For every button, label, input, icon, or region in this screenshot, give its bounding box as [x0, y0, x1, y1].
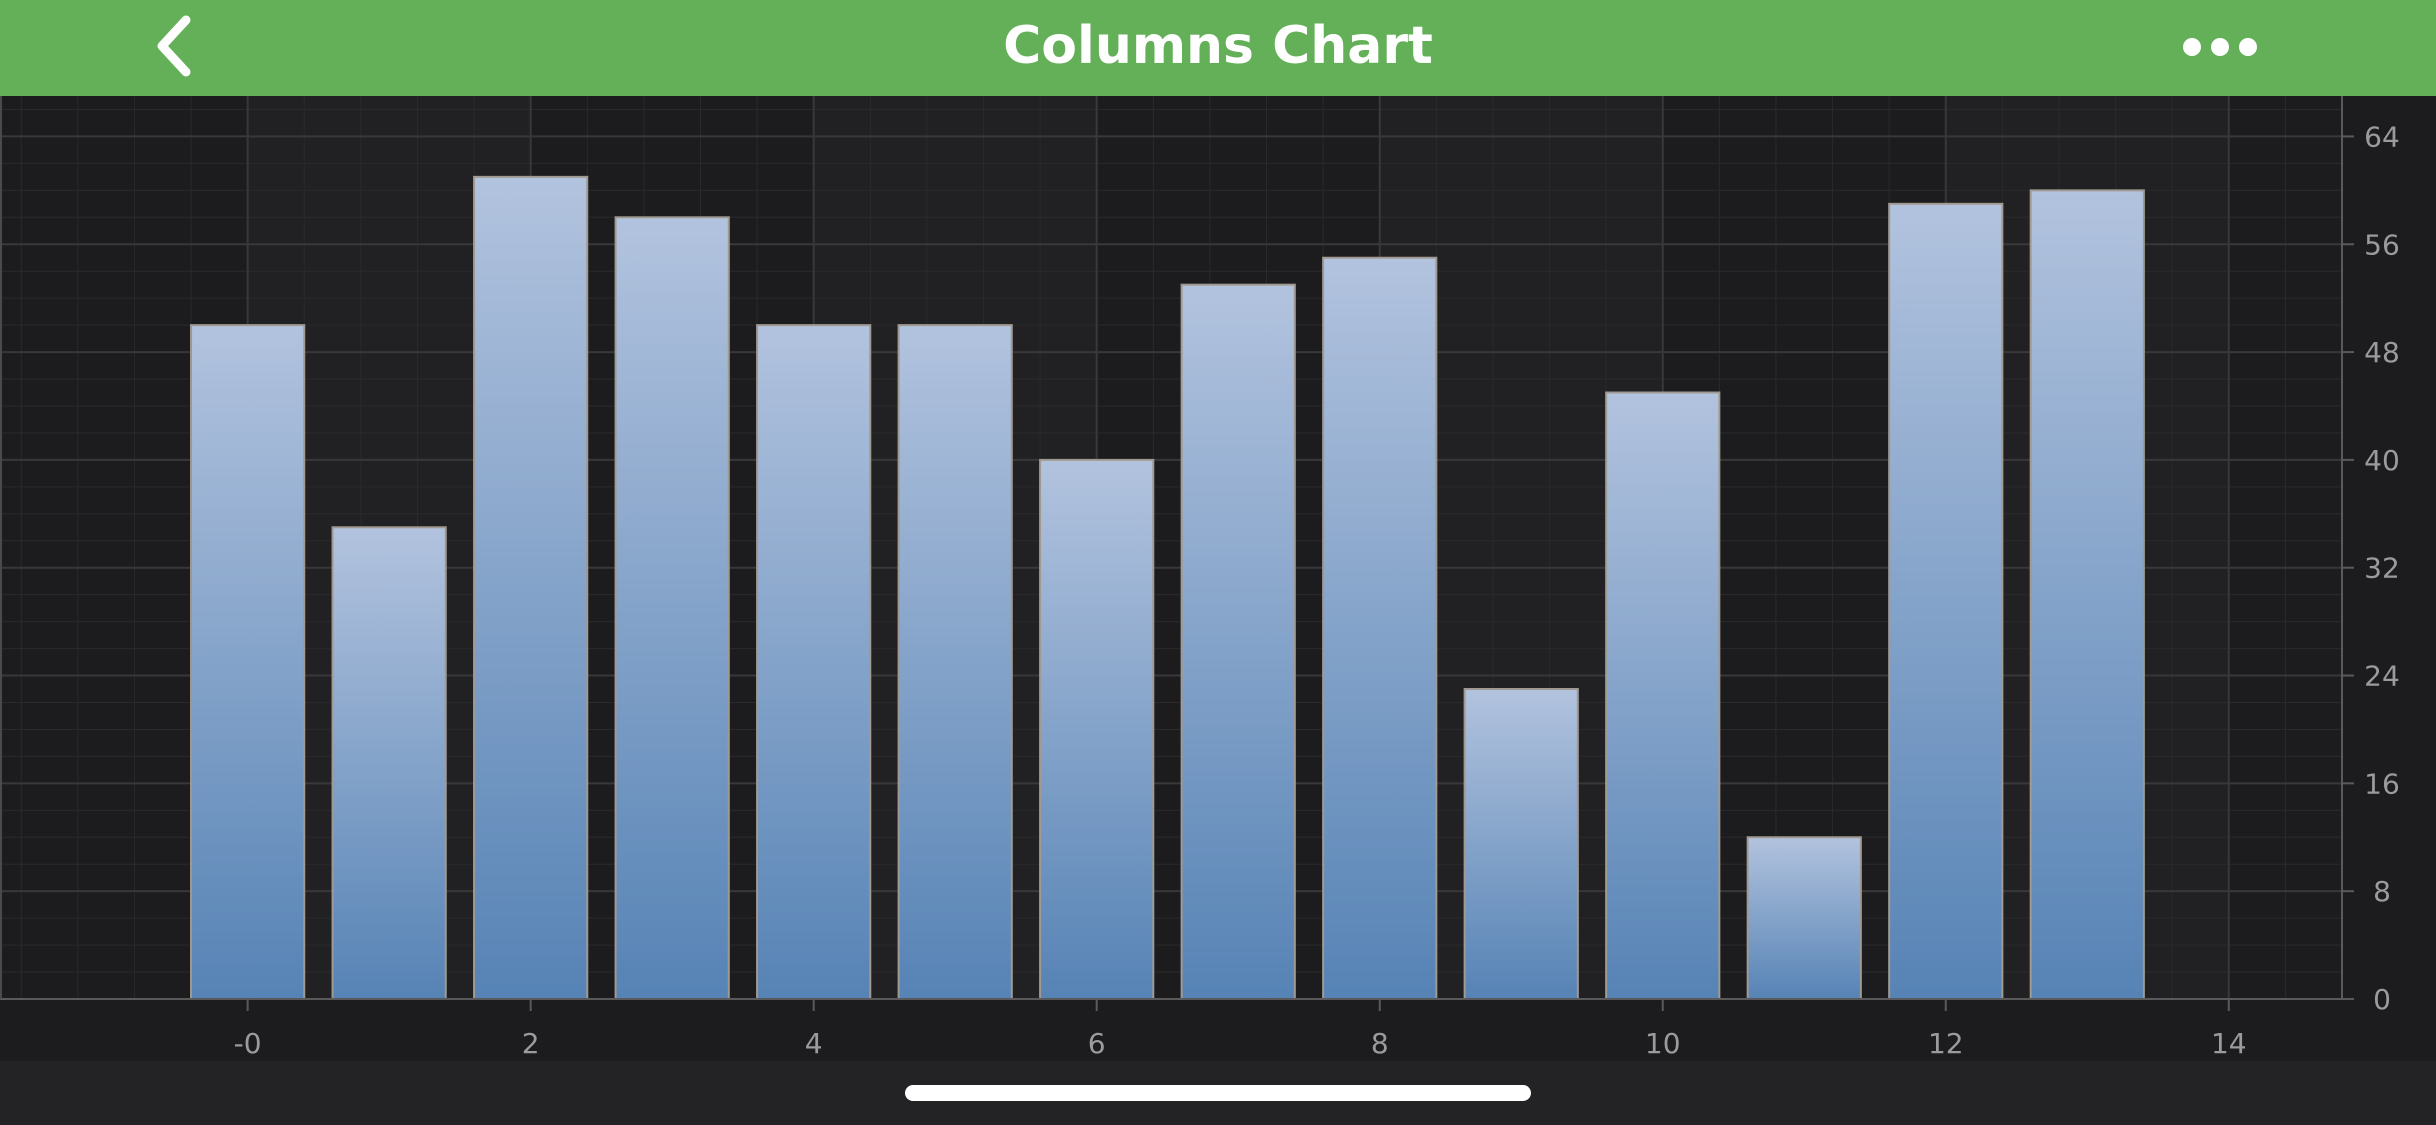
column-bar[interactable]: [897, 324, 1013, 1001]
y-tick-label: 0: [2373, 983, 2391, 1016]
x-tick-label: 12: [1928, 1027, 1964, 1060]
y-tick-label: 48: [2364, 336, 2400, 369]
column-bar[interactable]: [190, 324, 306, 1001]
column-bar[interactable]: [1463, 688, 1579, 1001]
x-tick-label: 2: [522, 1027, 540, 1060]
y-tick-label: 8: [2373, 875, 2391, 908]
x-tick-label: 6: [1088, 1027, 1106, 1060]
x-tick-label: 8: [1371, 1027, 1389, 1060]
column-bar[interactable]: [1322, 256, 1438, 1001]
column-bar[interactable]: [331, 526, 447, 1000]
column-bar[interactable]: [473, 175, 589, 1001]
y-tick-label: 40: [2364, 444, 2400, 477]
back-button[interactable]: [140, 12, 208, 80]
more-horizontal-icon: [2183, 38, 2257, 56]
x-tick-label: -0: [234, 1027, 262, 1060]
column-bar[interactable]: [1888, 202, 2004, 1000]
x-tick-label: 4: [805, 1027, 823, 1060]
navigation-bar: Columns Chart: [0, 0, 2436, 96]
column-bar[interactable]: [1180, 283, 1296, 1000]
home-indicator[interactable]: [905, 1085, 1531, 1101]
column-bar[interactable]: [1746, 836, 1862, 1001]
y-tick-label: 16: [2364, 767, 2400, 800]
column-bar[interactable]: [1039, 458, 1155, 1000]
column-bar[interactable]: [614, 216, 730, 1000]
column-bar[interactable]: [756, 324, 872, 1001]
home-indicator-area: [0, 1061, 2436, 1125]
page-title: Columns Chart: [1003, 16, 1433, 76]
chevron-left-icon: [157, 15, 191, 77]
y-tick-label: 24: [2364, 660, 2400, 693]
x-tick-label: 10: [1645, 1027, 1681, 1060]
column-bar[interactable]: [2029, 189, 2145, 1001]
column-bar[interactable]: [1605, 391, 1721, 1001]
more-button[interactable]: [2170, 22, 2270, 72]
x-tick-label: 14: [2211, 1027, 2247, 1060]
y-tick-label: 56: [2364, 228, 2400, 261]
y-tick-label: 64: [2364, 120, 2400, 153]
chart-area[interactable]: -0 2 4 6 8 10 12 14 0 8 16 24 32 40 48 56 64: [0, 96, 2436, 1061]
y-tick-label: 32: [2364, 552, 2400, 585]
